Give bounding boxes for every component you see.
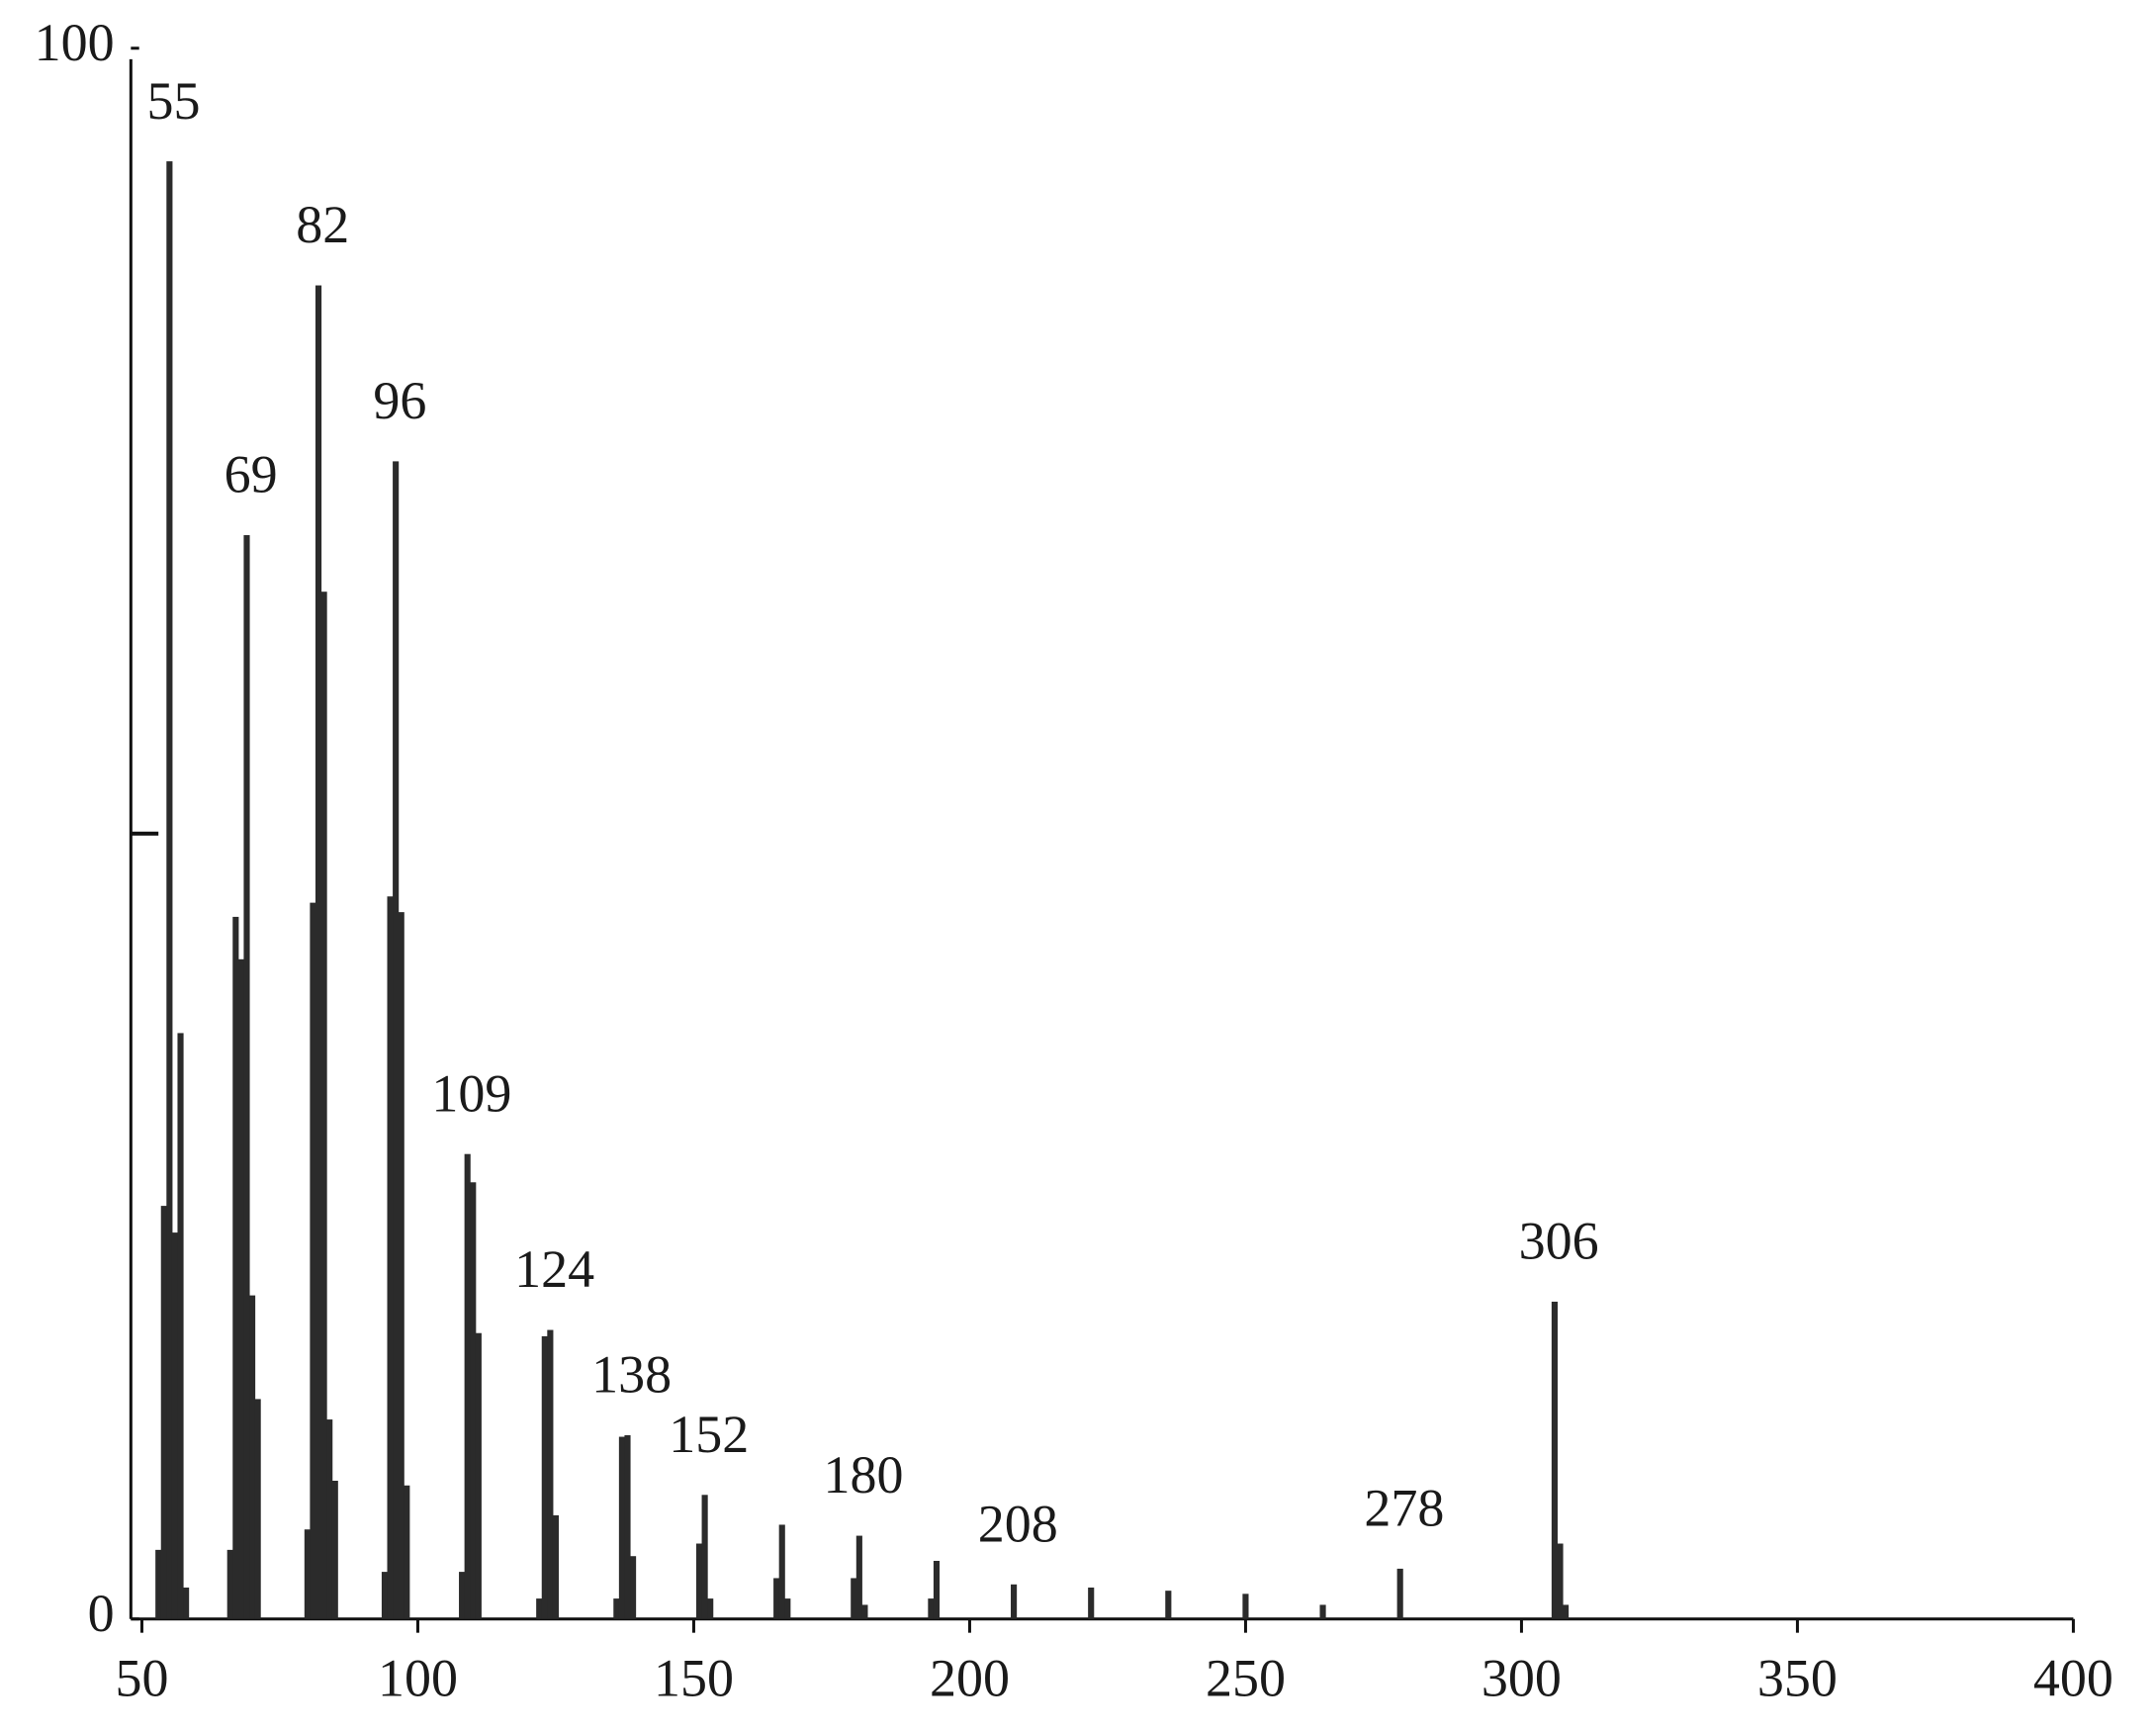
peak-bar [331,1480,338,1619]
peak-label: 96 [373,371,426,430]
peak-bar [464,1153,471,1619]
peak-bar [1563,1604,1570,1619]
peak-bar [536,1598,543,1619]
x-tick-label: 250 [1206,1649,1286,1708]
peak-bar [1551,1301,1558,1619]
peak-bar [1011,1584,1018,1619]
peak-bar [1242,1594,1249,1619]
peak-bar [183,1587,190,1619]
peak-bar [1319,1604,1326,1619]
peak-bar [404,1485,410,1619]
peak-bar [1396,1568,1403,1619]
peak-bar [459,1572,466,1619]
peak-bar [630,1556,637,1619]
peak-bar [851,1578,857,1619]
peak-bar [773,1578,780,1619]
peak-bar [547,1329,554,1619]
peak-bar [1165,1591,1172,1619]
x-tick-label: 50 [115,1649,168,1708]
peak-bar [928,1598,935,1619]
peak-bar [624,1434,631,1619]
peak-bar [155,1549,162,1619]
peak-bar [784,1598,791,1619]
peak-label: 180 [824,1445,904,1504]
y-tick-label: 100 [35,13,115,72]
x-tick-label: 150 [654,1649,734,1708]
peak-label: 82 [296,195,349,254]
peak-label: 124 [514,1239,594,1299]
peak-bar [304,1529,311,1619]
peak-bar [613,1598,620,1619]
peak-bar [470,1182,477,1619]
peak-bar [226,1549,233,1619]
peak-bar [618,1436,625,1619]
peak-bar [249,1295,256,1619]
x-tick-label: 200 [930,1649,1010,1708]
peak-bar [552,1514,560,1619]
x-tick-label: 350 [1757,1649,1838,1708]
peak-bar [933,1560,941,1619]
peak-bar [475,1332,482,1619]
peak-label: 306 [1519,1212,1599,1271]
peak-bar [237,958,244,1619]
peak-bar [541,1335,548,1619]
peak-bar [177,1033,184,1619]
peak-bar [243,535,250,1619]
peak-bar [171,1232,179,1619]
peak-bar [387,896,394,1619]
peak-bar [695,1543,703,1619]
peak-bar [778,1524,785,1619]
peak-bar [381,1572,389,1619]
peak-label: 208 [978,1494,1058,1553]
peak-bar [320,592,327,1619]
peak-bar [855,1535,862,1619]
peak-bar [254,1399,261,1619]
x-tick-label: 400 [2033,1649,2113,1708]
x-tick-label: 300 [1482,1649,1562,1708]
peak-label: 69 [225,445,278,504]
peak-label: 138 [591,1345,672,1405]
peak-bar [160,1206,167,1619]
peak-label: 152 [669,1405,749,1464]
peak-bar [314,285,322,1619]
peak-bar [326,1419,333,1619]
peak-bar [166,161,173,1619]
peak-label: 55 [147,71,201,131]
peak-bar [232,916,239,1619]
peak-label: 278 [1364,1479,1444,1538]
peak-bar [393,461,400,1619]
peak-bar [310,902,316,1619]
peak-bar [398,912,404,1619]
peak-bar [701,1495,708,1619]
peak-bar [1088,1587,1095,1619]
peak-bar [707,1598,714,1619]
y-tick-label: 0 [88,1584,115,1643]
peak-bar [861,1604,868,1619]
peak-bar [1557,1543,1564,1619]
x-tick-label: 100 [378,1649,458,1708]
peak-label: 109 [431,1063,511,1123]
